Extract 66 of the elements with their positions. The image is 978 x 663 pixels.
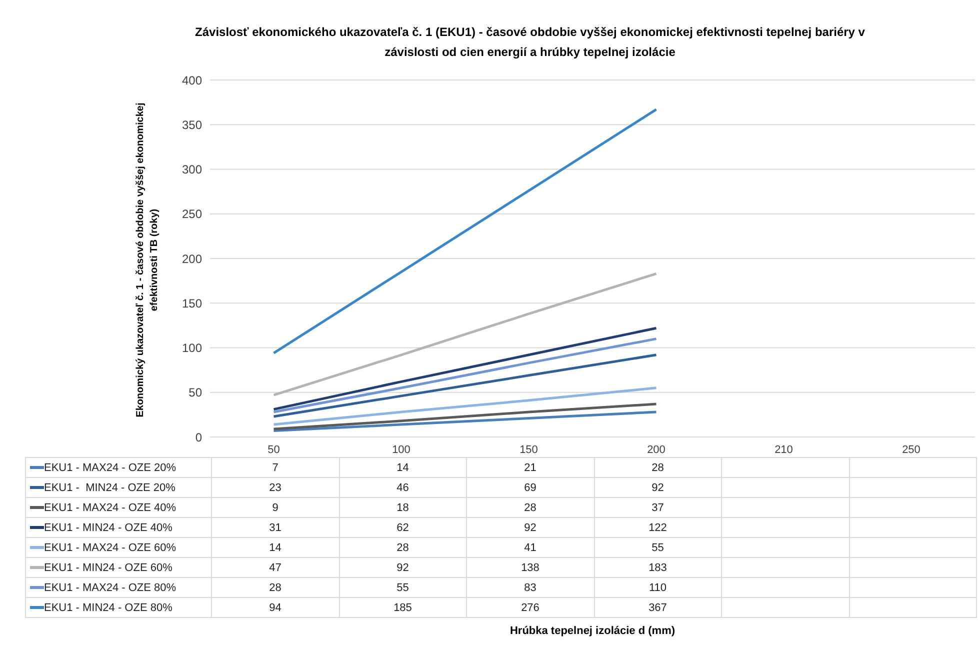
data-label: 55 — [594, 538, 722, 557]
data-label: 55 — [340, 578, 467, 597]
data-label: 18 — [340, 498, 467, 517]
y-tick-label: 250 — [182, 207, 202, 222]
y-tick-label: 150 — [182, 296, 202, 310]
line-series — [272, 338, 658, 414]
y-tick-label: 400 — [182, 73, 202, 88]
y-tick-label: 0 — [195, 430, 202, 444]
line-series — [272, 108, 658, 354]
data-label: 28 — [212, 578, 340, 597]
data-label: 276 — [467, 598, 594, 617]
data-label: 122 — [594, 518, 722, 537]
data-label: 23 — [212, 478, 340, 497]
data-label: 69 — [467, 478, 594, 497]
data-label: 7 — [212, 458, 340, 477]
legend-label: EKU1 - MIN24 - OZE 20% — [44, 482, 176, 494]
line-series — [272, 354, 658, 418]
data-label: 110 — [594, 578, 722, 597]
data-label: 21 — [467, 458, 594, 477]
legend-label: EKU1 - MAX24 - OZE 20% — [44, 462, 176, 474]
line-series — [272, 326, 658, 411]
data-label: 94 — [212, 598, 340, 617]
legend-label: EKU1 - MAX24 - OZE 80% — [44, 582, 176, 594]
data-label: 9 — [212, 498, 340, 517]
data-label: 47 — [212, 558, 340, 577]
data-label: 14 — [340, 458, 467, 477]
data-label: 367 — [594, 598, 722, 617]
data-label: 92 — [594, 478, 722, 497]
data-label: 92 — [467, 518, 594, 537]
y-tick-label: 50 — [188, 386, 202, 400]
data-label: 92 — [340, 558, 467, 577]
y-tick-label: 300 — [182, 162, 202, 177]
data-label: 62 — [340, 518, 467, 537]
x-tick-label: 250 — [902, 444, 920, 456]
text: Hrúbka tepelnej izolácie d (mm) — [508, 625, 676, 637]
legend-label: EKU1 - MAX24 - OZE 40% — [44, 502, 176, 514]
line-series — [272, 402, 658, 430]
line-series — [272, 386, 658, 426]
y-tick-label: 100 — [182, 341, 202, 356]
x-tick-label: 200 — [647, 444, 666, 456]
line-series — [272, 410, 658, 432]
data-label: 185 — [340, 598, 467, 617]
x-tick-label: 150 — [520, 444, 538, 456]
data-label: 28 — [594, 458, 722, 477]
data-label: 138 — [467, 558, 594, 577]
data-label: 14 — [212, 538, 340, 557]
data-label: 28 — [467, 498, 594, 517]
data-label: 183 — [594, 558, 722, 577]
data-label: 28 — [340, 538, 467, 557]
legend-label: EKU1 - MIN24 - OZE 40% — [44, 522, 172, 534]
y-axis-title: Ekonomický ukazovateľ č. 1 - časové obdobie vyššej ekonomickej efektivnosti TB (roky) — [134, 102, 161, 420]
data-label: 41 — [467, 538, 594, 557]
x-tick-label: 210 — [774, 444, 793, 456]
data-label: 46 — [340, 478, 467, 497]
y-tick-label: 350 — [182, 118, 202, 132]
data-label: 83 — [467, 578, 594, 597]
x-tick-label: 50 — [268, 444, 280, 456]
data-label: 31 — [212, 518, 340, 537]
x-tick-label: 100 — [392, 444, 410, 456]
data-label: 37 — [594, 498, 722, 517]
legend-label: EKU1 - MIN24 - OZE 80% — [44, 602, 172, 614]
line-series — [272, 272, 658, 396]
y-tick-label: 200 — [182, 252, 202, 266]
legend-label: EKU1 - MAX24 - OZE 60% — [44, 542, 176, 554]
chart-title: Závislosť ekonomického ukazovateľa č. 1 (EKU1) - časové obdobie vyššej ekonomickej efektivnosti tepelnej bariéry v závislosti od cien energií a hrúbky tepelnej izolácie — [194, 24, 866, 61]
legend-label: EKU1 - MIN24 - OZE 60% — [44, 562, 172, 574]
